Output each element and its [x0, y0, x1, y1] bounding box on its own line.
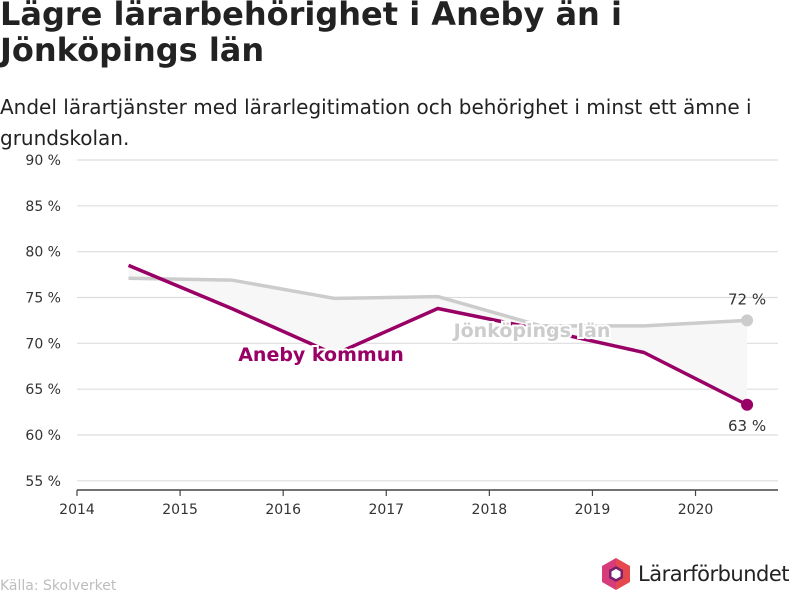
- y-tick-label: 65 %: [25, 382, 61, 398]
- aneby-series-line: [127, 263, 748, 407]
- source-note: Källa: Skolverket: [0, 578, 117, 594]
- x-tick-label: 2015: [162, 502, 198, 518]
- y-tick-label: 70 %: [25, 336, 61, 352]
- aneby-series-label: Aneby kommun: [238, 344, 404, 366]
- series-lines: [127, 263, 754, 411]
- county-end-value-label: 72 %: [728, 290, 766, 308]
- county-series-end-marker: [741, 314, 754, 327]
- y-axis-ticks: 55 % 60 % 65 % 70 % 75 % 80 % 85 % 90 %: [25, 153, 61, 490]
- aneby-end-value-label: 63 %: [728, 417, 766, 435]
- y-tick-label: 55 %: [25, 474, 61, 490]
- chart-subtitle: Andel lärartjänster med lärarlegitimatio…: [0, 95, 752, 150]
- x-tick-label: 2014: [59, 502, 95, 518]
- x-tick-label: 2017: [368, 502, 404, 518]
- hexagon-logo-icon: [602, 558, 630, 590]
- x-tick-label: 2018: [472, 502, 508, 518]
- x-tick-label: 2020: [678, 502, 714, 518]
- x-tick-label: 2019: [575, 502, 611, 518]
- x-axis-ticks: 2014 2015 2016 2017 2018 2019 2020: [59, 490, 713, 518]
- x-tick-label: 2016: [265, 502, 301, 518]
- gap-area: [128, 265, 748, 405]
- logo-text: Lärarförbundet: [638, 562, 790, 586]
- lararforbundet-logo: Lärarförbundet: [600, 556, 790, 592]
- county-series-label: Jönköpings län: [452, 320, 611, 342]
- y-tick-label: 85 %: [25, 199, 61, 215]
- series-labels: 72 % 63 % Jönköpings län Aneby kommun: [236, 290, 766, 435]
- aneby-series-end-marker: [741, 398, 754, 411]
- y-tick-label: 90 %: [25, 153, 61, 169]
- y-tick-label: 60 %: [25, 428, 61, 444]
- gridlines: [77, 159, 778, 482]
- y-tick-label: 75 %: [25, 291, 61, 307]
- y-tick-label: 80 %: [25, 245, 61, 261]
- county-series-line: [128, 276, 748, 328]
- chart-title: Lägre lärarbehörighet i Aneby än i Jönkö…: [0, 0, 622, 69]
